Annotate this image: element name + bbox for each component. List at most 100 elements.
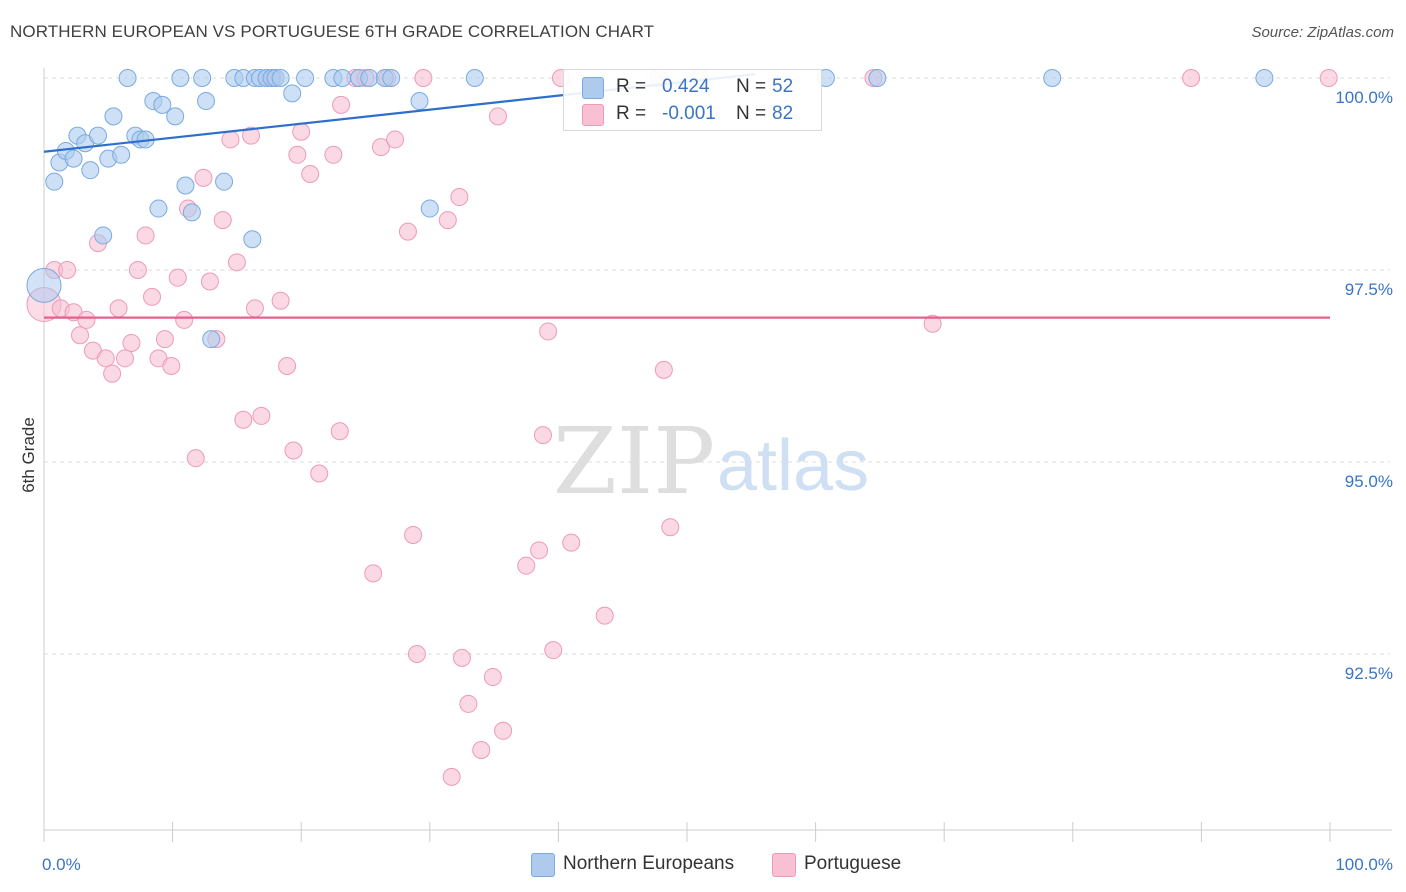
northern-european-point bbox=[382, 69, 401, 87]
northern-european-point bbox=[94, 226, 113, 245]
northern-european-points bbox=[26, 69, 1274, 349]
portuguese-point bbox=[404, 525, 423, 544]
x-tick-label-max: 100.0% bbox=[1335, 855, 1393, 874]
northern-european-point bbox=[868, 69, 887, 87]
portuguese-point bbox=[483, 668, 502, 687]
portuguese-point bbox=[595, 606, 614, 625]
northern-european-point bbox=[197, 92, 216, 111]
portuguese-point bbox=[438, 211, 457, 230]
portuguese-point bbox=[452, 648, 471, 667]
northern-european-point bbox=[360, 69, 379, 87]
northern-european-point bbox=[465, 69, 484, 87]
legend-n-value: 82 bbox=[772, 103, 794, 124]
northern-european-point bbox=[112, 145, 131, 164]
legend-label: Northern Europeans bbox=[563, 853, 735, 874]
portuguese-point bbox=[310, 464, 329, 483]
portuguese-point bbox=[271, 291, 290, 310]
chart-title: NORTHERN EUROPEAN VS PORTUGUESE 6TH GRAD… bbox=[10, 22, 655, 41]
northern-european-point bbox=[410, 92, 429, 111]
portuguese-point bbox=[221, 130, 240, 149]
northern-european-point bbox=[81, 161, 100, 180]
watermark-atlas: atlas bbox=[717, 426, 869, 506]
portuguese-point bbox=[414, 69, 433, 87]
portuguese-point bbox=[332, 95, 351, 114]
legend-swatch-pink bbox=[772, 853, 796, 877]
portuguese-point bbox=[122, 333, 141, 352]
portuguese-point bbox=[252, 406, 271, 425]
northern-european-point bbox=[271, 69, 290, 87]
portuguese-point bbox=[242, 126, 261, 145]
portuguese-point bbox=[175, 310, 194, 329]
portuguese-point bbox=[371, 138, 390, 157]
portuguese-point bbox=[168, 268, 187, 287]
northern-european-point bbox=[182, 203, 201, 222]
axis-labels: 100.0% 97.5% 95.0% 92.5% 0.0% 100.0% 6th Grade bbox=[19, 88, 1393, 874]
legend-r-value: -0.001 bbox=[662, 103, 716, 124]
northern-european-point bbox=[283, 84, 302, 103]
portuguese-point bbox=[533, 426, 552, 445]
portuguese-point bbox=[386, 130, 405, 149]
northern-european-point bbox=[89, 126, 108, 145]
legend-r-label: R = bbox=[616, 103, 647, 124]
legend-swatch-pink bbox=[582, 104, 604, 126]
portuguese-point bbox=[301, 165, 320, 183]
x-tick-label-min: 0.0% bbox=[42, 855, 81, 874]
portuguese-point bbox=[407, 645, 426, 663]
northern-european-point bbox=[243, 230, 262, 249]
portuguese-point bbox=[472, 741, 491, 759]
watermark: ZIP atlas bbox=[553, 408, 869, 515]
portuguese-point bbox=[530, 541, 549, 560]
portuguese-point bbox=[234, 410, 253, 429]
northern-european-point bbox=[176, 176, 195, 195]
portuguese-point bbox=[200, 272, 219, 291]
axes bbox=[43, 68, 1392, 842]
portuguese-point bbox=[292, 122, 311, 141]
watermark-zip: ZIP bbox=[553, 408, 715, 515]
northern-european-point bbox=[64, 149, 83, 168]
northern-european-point bbox=[202, 330, 221, 349]
northern-european-point bbox=[296, 69, 315, 87]
portuguese-point bbox=[71, 326, 90, 345]
portuguese-point bbox=[1319, 69, 1338, 87]
northern-european-point bbox=[171, 69, 190, 87]
legend-n-label: N = bbox=[736, 103, 767, 124]
grid-lines bbox=[44, 77, 1390, 655]
portuguese-point bbox=[398, 222, 417, 241]
portuguese-point bbox=[488, 107, 507, 126]
northern-european-point bbox=[420, 199, 439, 218]
portuguese-point bbox=[494, 721, 513, 740]
legend-r-label: R = bbox=[616, 76, 647, 97]
y-tick-label: 97.5% bbox=[1345, 280, 1393, 299]
portuguese-point bbox=[364, 564, 383, 583]
portuguese-point bbox=[136, 226, 155, 245]
portuguese-point bbox=[284, 441, 303, 460]
legend-swatch-blue bbox=[531, 853, 555, 877]
portuguese-point bbox=[330, 422, 349, 441]
northern-european-point bbox=[1255, 69, 1274, 87]
y-tick-label: 92.5% bbox=[1345, 664, 1393, 683]
northern-european-point bbox=[193, 69, 212, 87]
portuguese-point bbox=[77, 310, 96, 329]
portuguese-point bbox=[562, 533, 581, 552]
northern-european-point bbox=[333, 69, 352, 87]
portuguese-point bbox=[213, 211, 232, 230]
northern-european-point bbox=[215, 172, 234, 191]
portuguese-point bbox=[661, 518, 680, 537]
portuguese-point bbox=[103, 364, 122, 383]
portuguese-point bbox=[539, 322, 558, 341]
northern-european-point bbox=[45, 172, 64, 191]
portuguese-point bbox=[324, 145, 343, 164]
portuguese-point bbox=[459, 694, 478, 713]
portuguese-point bbox=[517, 556, 536, 575]
northern-european-point bbox=[104, 107, 123, 126]
y-tick-label: 95.0% bbox=[1345, 472, 1393, 491]
portuguese-point bbox=[544, 641, 563, 660]
portuguese-point bbox=[128, 261, 147, 279]
portuguese-point bbox=[227, 253, 246, 272]
northern-european-point bbox=[26, 267, 62, 303]
northern-european-point bbox=[166, 107, 185, 126]
portuguese-point bbox=[186, 449, 205, 468]
portuguese-point bbox=[116, 349, 135, 368]
northern-european-point bbox=[1043, 69, 1062, 87]
